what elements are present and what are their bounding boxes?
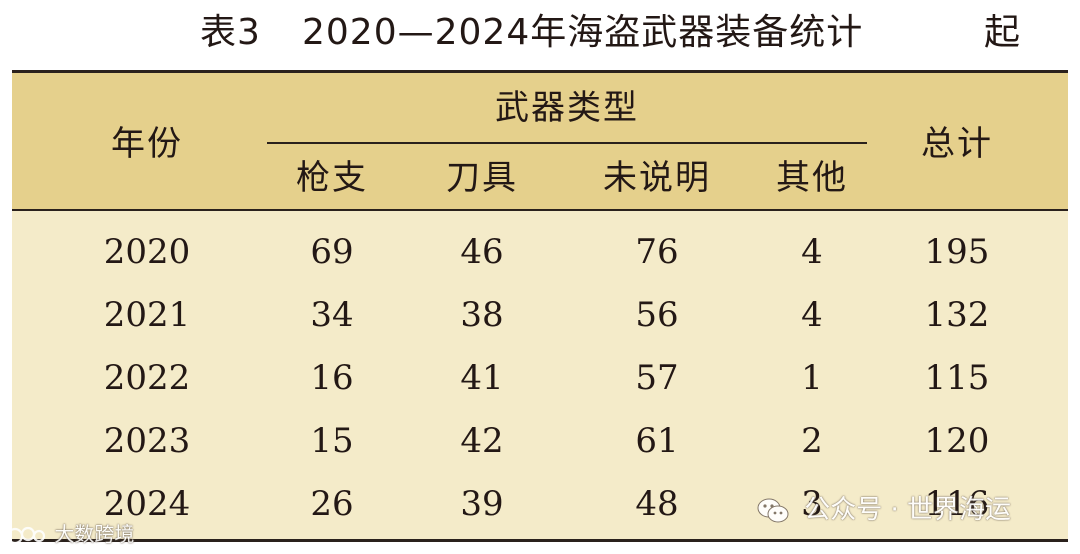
header-total: 总计 <box>921 124 993 164</box>
cell-other: 4 <box>801 232 823 272</box>
cell-knives: 42 <box>460 421 504 461</box>
weapons-table: 年份 武器类型 枪支 刀具 未说明 其他 总计 2020 69 46 76 4 195 20… <box>12 70 1068 542</box>
cell-knives: 38 <box>460 295 504 335</box>
cell-knives: 46 <box>460 232 504 272</box>
cell-guns: 69 <box>310 232 354 272</box>
cell-total: 132 <box>924 295 990 335</box>
header-other: 其他 <box>776 158 848 198</box>
cell-unspecified: 48 <box>635 484 679 524</box>
wechat-icon <box>757 498 789 522</box>
cell-unspecified: 76 <box>635 232 679 272</box>
cell-year: 2024 <box>103 484 191 524</box>
cell-total: 115 <box>924 358 990 398</box>
table-number: 表3 <box>200 12 261 53</box>
cell-unspecified: 61 <box>635 421 679 461</box>
header-group-rule <box>267 142 867 144</box>
cell-year: 2021 <box>103 295 191 335</box>
cell-total: 120 <box>924 421 990 461</box>
cell-other: 3 <box>801 484 823 524</box>
cell-total: 116 <box>924 484 990 524</box>
table-title: 2020—2024年海盗武器装备统计 <box>302 12 864 53</box>
table-body: 2020 69 46 76 4 195 2021 34 38 56 4 132 2022 16 41 57 1 1… <box>12 211 1068 542</box>
cell-guns: 26 <box>310 484 354 524</box>
table-header: 年份 武器类型 枪支 刀具 未说明 其他 总计 <box>12 70 1068 211</box>
watermark-left-text: 大数跨境 <box>54 522 135 546</box>
header-guns: 枪支 <box>296 158 368 198</box>
watermark-right: 公众号 · 世界海运 <box>756 490 1011 530</box>
cell-unspecified: 56 <box>635 295 679 335</box>
cell-other: 4 <box>801 295 823 335</box>
header-knives: 刀具 <box>446 158 518 198</box>
brand-logo-icon <box>6 526 46 544</box>
watermark-right-text: 公众号 · 世界海运 <box>804 495 1012 525</box>
cell-guns: 15 <box>310 421 354 461</box>
cell-knives: 41 <box>460 358 504 398</box>
cell-other: 2 <box>801 421 823 461</box>
cell-other: 1 <box>801 358 823 398</box>
cell-guns: 16 <box>310 358 354 398</box>
header-weapon-type: 武器类型 <box>495 88 639 128</box>
header-year: 年份 <box>111 124 183 164</box>
cell-year: 2023 <box>103 421 191 461</box>
watermark-left: 大数跨境 <box>6 518 134 550</box>
cell-year: 2022 <box>103 358 191 398</box>
table-caption: 表3 2020—2024年海盗武器装备统计 起 <box>0 8 1080 58</box>
header-unspecified: 未说明 <box>603 158 711 198</box>
cell-unspecified: 57 <box>635 358 679 398</box>
cell-year: 2020 <box>103 232 191 272</box>
caption-tail: 起 <box>984 12 1021 53</box>
cell-total: 195 <box>924 232 990 272</box>
cell-guns: 34 <box>310 295 354 335</box>
cell-knives: 39 <box>460 484 504 524</box>
